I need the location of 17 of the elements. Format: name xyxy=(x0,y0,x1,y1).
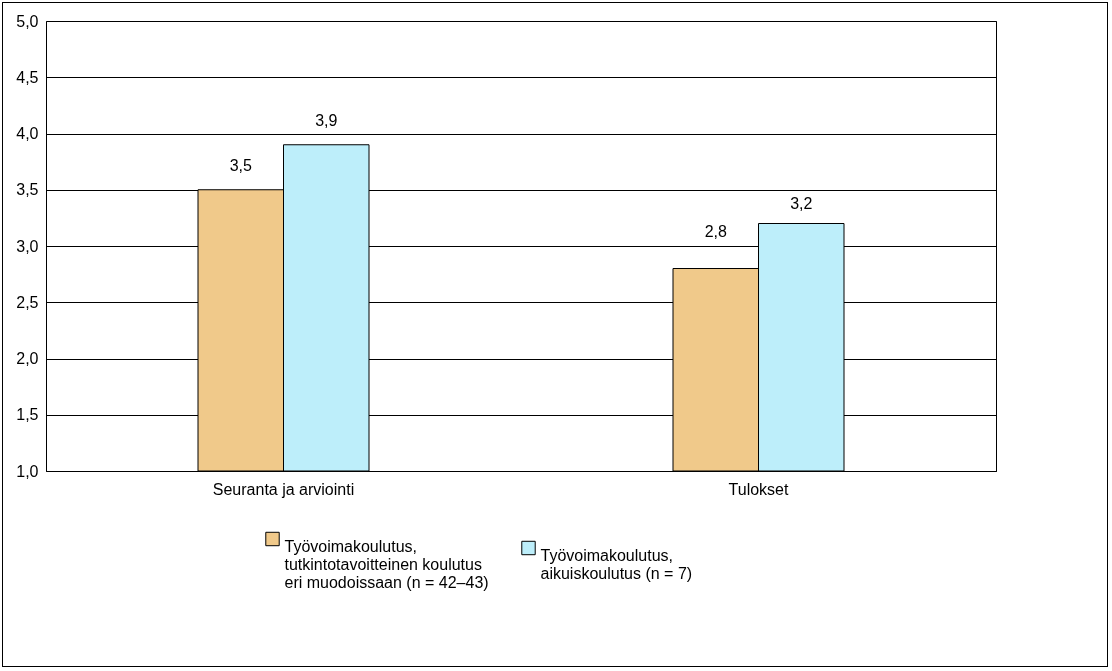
legend-label: Työvoimakoulutus, aikuiskoulutus (n = 7) xyxy=(540,547,693,582)
y-tick-label: 1,5 xyxy=(16,406,39,424)
y-tick-label: 2,0 xyxy=(16,350,39,367)
y-tick-label: 2,5 xyxy=(16,293,39,311)
x-tick-label: Seuranta ja arviointi xyxy=(212,480,355,498)
data-label: 3,2 xyxy=(790,194,813,212)
y-tick-label: 3,0 xyxy=(16,237,39,255)
y-tick-label: 3,5 xyxy=(16,181,39,199)
data-label: 2,8 xyxy=(704,223,727,240)
legend-label: Työvoimakoulutus, tutkintotavoitteinen koulutus eri muodoissaan (n = 42–43) xyxy=(284,538,489,591)
y-tick-label: 4,5 xyxy=(16,68,39,86)
y-tick-label: 1,0 xyxy=(16,462,39,480)
data-label: 3,5 xyxy=(229,156,252,174)
x-tick-label: Tulokset xyxy=(728,480,789,498)
data-label: 3,9 xyxy=(315,111,338,129)
y-tick-label: 4,0 xyxy=(16,125,39,142)
y-tick-label: 5,0 xyxy=(16,12,39,30)
